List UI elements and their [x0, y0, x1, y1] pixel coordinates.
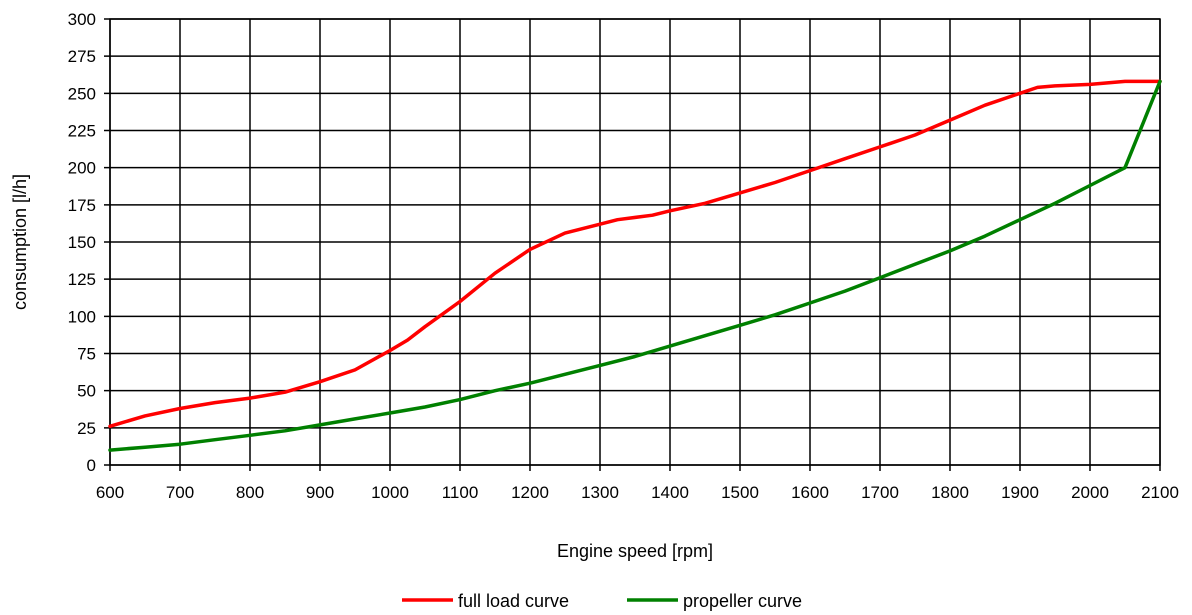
y-tick-label: 75	[77, 345, 96, 364]
x-axis-title: Engine speed [rpm]	[557, 541, 713, 561]
y-tick-label: 275	[68, 47, 96, 66]
x-tick-label: 600	[96, 483, 124, 502]
legend-label-0: full load curve	[458, 591, 569, 611]
series-layer	[108, 79, 1162, 452]
y-tick-label: 200	[68, 159, 96, 178]
y-tick-label: 25	[77, 419, 96, 438]
gridlines	[104, 18, 1161, 471]
x-tick-labels: 600 700 800 900 1000 1100 1200 1300 1400 1500 1600…	[96, 483, 1179, 502]
y-tick-label: 175	[68, 196, 96, 215]
y-tick-label: 0	[87, 456, 96, 475]
plot-border	[109, 18, 1161, 466]
series-line-1	[108, 79, 1162, 452]
x-tick-label: 1400	[651, 483, 689, 502]
x-tick-label: 1100	[442, 483, 479, 502]
y-tick-label: 225	[68, 122, 96, 141]
x-tick-label: 1500	[721, 483, 759, 502]
y-tick-label: 150	[68, 233, 96, 252]
y-tick-label: 50	[77, 382, 96, 401]
x-tick-label: 1900	[1001, 483, 1039, 502]
x-tick-label: 1300	[581, 483, 619, 502]
x-tick-label: 2100	[1141, 483, 1179, 502]
x-tick-label: 1800	[931, 483, 969, 502]
x-tick-label: 1000	[371, 483, 409, 502]
x-tick-label: 800	[236, 483, 264, 502]
legend-label-1: propeller curve	[683, 591, 802, 611]
x-tick-label: 1600	[791, 483, 829, 502]
y-tick-label: 300	[68, 10, 96, 29]
legend: full load curve propeller curve	[402, 591, 802, 611]
x-tick-label: 2000	[1071, 483, 1109, 502]
x-tick-label: 1200	[511, 483, 549, 502]
series-line-0	[108, 79, 1162, 429]
y-tick-label: 250	[68, 84, 96, 103]
y-axis-title: consumption [l/h]	[10, 174, 30, 310]
y-tick-label: 100	[68, 307, 96, 326]
x-tick-label: 1700	[861, 483, 899, 502]
y-tick-labels: 0 25 50 75 100 125 150 175 200 225 250 275 300	[68, 10, 96, 475]
x-tick-label: 900	[306, 483, 334, 502]
x-tick-label: 700	[166, 483, 194, 502]
y-tick-label: 125	[68, 270, 96, 289]
